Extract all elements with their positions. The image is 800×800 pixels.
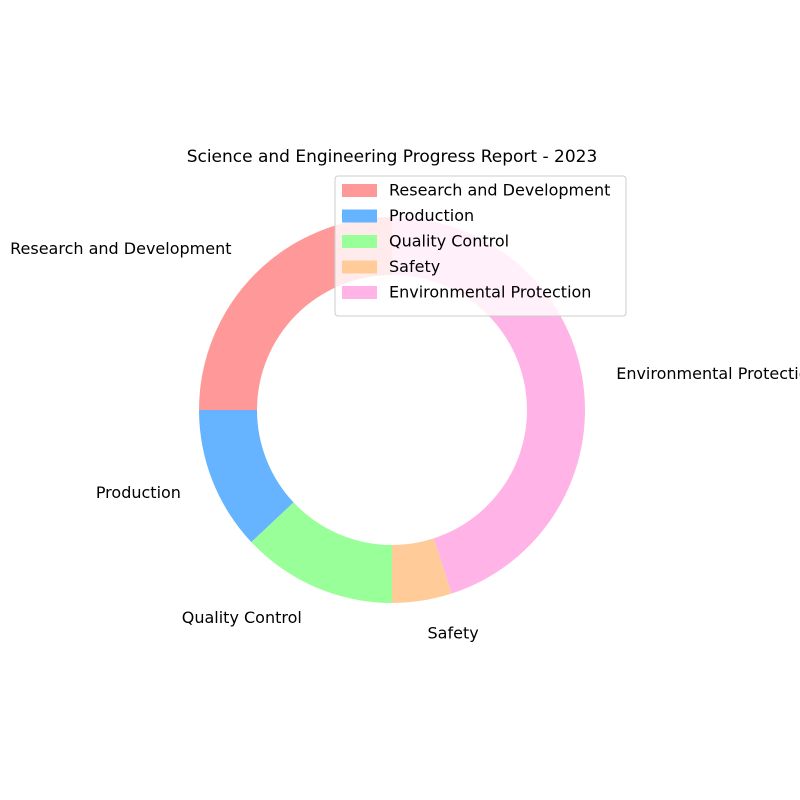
slice-labels: Research and Development Production Qualit… — [10, 239, 800, 643]
legend: Research and Development Production Qualit… — [334, 175, 627, 317]
slice-quality-control — [251, 502, 392, 603]
slice-production — [199, 410, 294, 543]
legend-swatch-quality-control — [342, 235, 377, 248]
slice-label-quality-control: Quality Control — [182, 608, 302, 627]
legend-swatch-environmental-protection — [342, 286, 377, 299]
slice-label-research-and-development: Research and Development — [10, 239, 231, 258]
legend-label-production: Production — [389, 206, 474, 225]
chart-title: Science and Engineering Progress Report … — [187, 147, 598, 167]
legend-swatch-research-and-development — [342, 184, 377, 197]
legend-box — [334, 175, 627, 317]
legend-label-environmental-protection: Environmental Protection — [389, 283, 591, 302]
slice-label-safety: Safety — [428, 624, 479, 643]
slice-safety — [392, 538, 452, 603]
legend-label-quality-control: Quality Control — [389, 232, 509, 251]
slice-label-production: Production — [96, 483, 181, 502]
legend-label-research-and-development: Research and Development — [389, 181, 610, 200]
slice-label-environmental-protection: Environmental Protection — [616, 364, 800, 383]
legend-label-safety: Safety — [389, 257, 440, 276]
legend-swatch-safety — [342, 260, 377, 274]
legend-swatch-production — [342, 209, 377, 223]
